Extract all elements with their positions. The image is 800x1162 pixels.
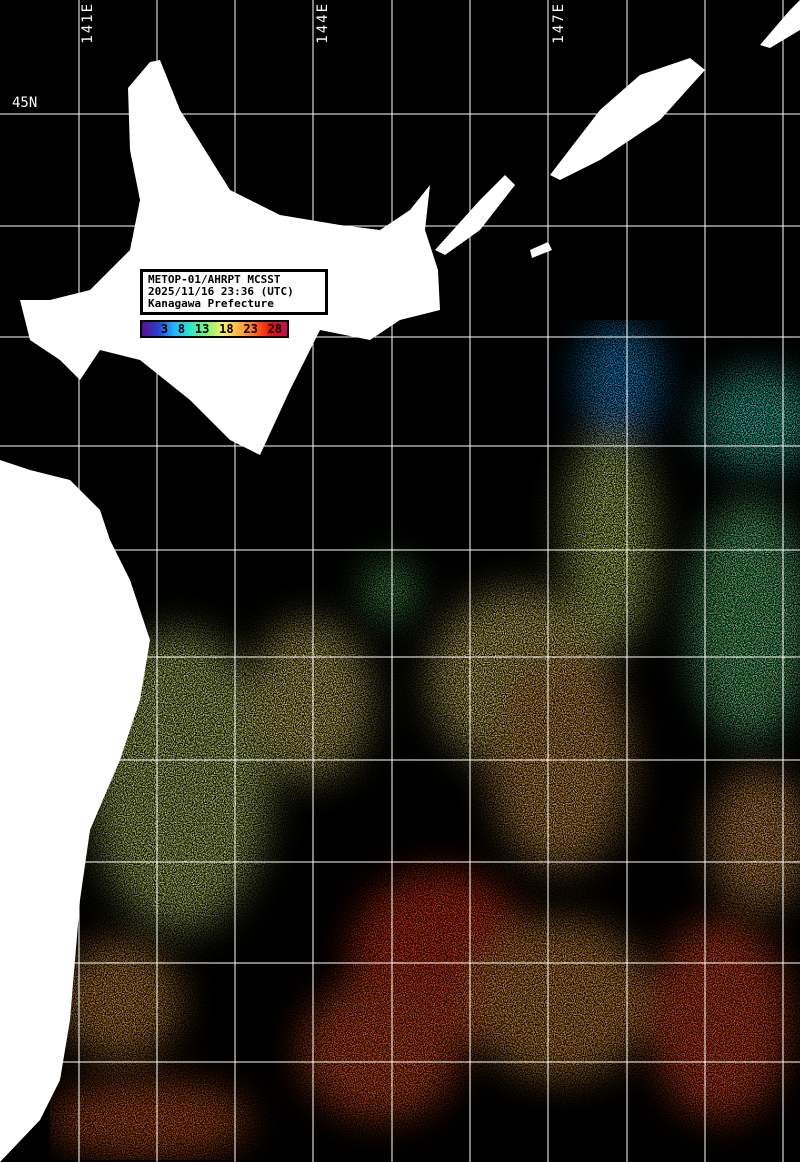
sst-field (50, 320, 800, 1160)
land-kuril-1 (435, 175, 515, 255)
satellite-product: METOP-01/AHRPT MCSST (148, 273, 281, 286)
color-scale: 3 8 13 18 23 28 (139, 319, 290, 339)
lon-label-144e: 144E (315, 2, 331, 44)
land-honshu (0, 460, 150, 1162)
scale-label: 18 (219, 322, 234, 336)
info-box: METOP-01/AHRPT MCSST 2025/11/16 23:36 (U… (140, 269, 328, 315)
scale-label: 13 (194, 322, 210, 336)
land-kuril-3 (760, 0, 800, 48)
land-hokkaido (20, 60, 440, 455)
timestamp: 2025/11/16 23:36 (UTC) (148, 285, 294, 298)
scale-label: 3 (160, 322, 169, 336)
lon-label-141e: 141E (80, 2, 96, 44)
scale-label: 8 (177, 322, 186, 336)
scale-label: 23 (243, 322, 258, 336)
land-island (530, 242, 552, 258)
source: Kanagawa Prefecture (148, 297, 274, 310)
lon-label-147e: 147E (551, 2, 567, 44)
lat-label-45n: 45N (12, 95, 38, 111)
scale-label: 28 (267, 322, 283, 336)
